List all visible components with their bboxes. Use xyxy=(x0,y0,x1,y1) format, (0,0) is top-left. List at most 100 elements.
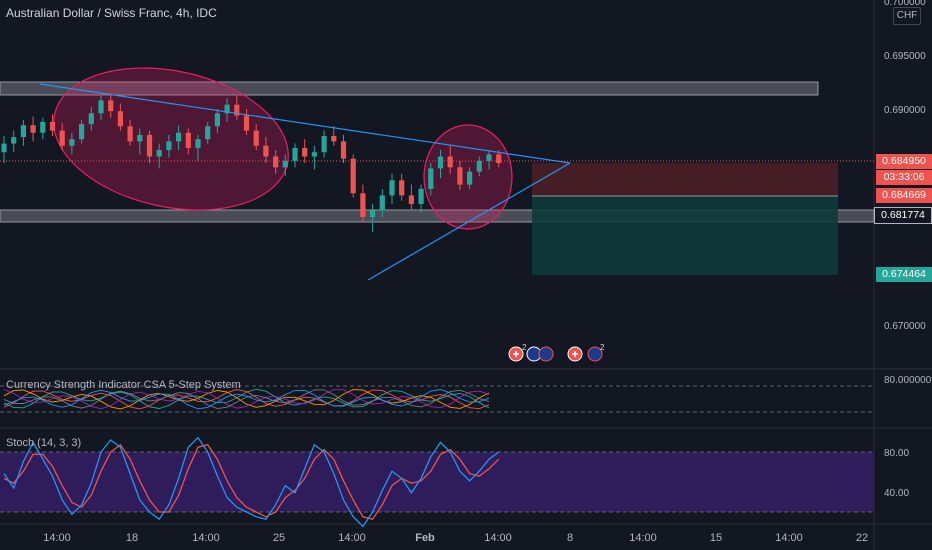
candle-body xyxy=(156,150,162,157)
event-count-1: 2 xyxy=(522,343,527,352)
stop-price-tag: 0.684669 xyxy=(876,188,932,203)
time-tick-label: 14:00 xyxy=(629,532,657,544)
lower-trendline[interactable] xyxy=(367,162,571,281)
take-profit-zone[interactable] xyxy=(532,196,838,275)
candle-body xyxy=(418,188,424,205)
candle-body xyxy=(302,147,308,157)
candle-body xyxy=(370,210,376,217)
candle-body xyxy=(30,125,36,133)
candle-body xyxy=(467,171,473,185)
time-axis[interactable]: 14:00 18 14:00 25 14:00 Feb 14:00 8 14:00 15 14:00… xyxy=(43,532,868,544)
csa-series-line xyxy=(3,388,490,409)
time-tick-label: 15 xyxy=(710,532,722,544)
stoch-indicator-label[interactable]: Stoch (14, 3, 3) xyxy=(6,437,82,449)
candle-body xyxy=(457,167,463,185)
time-tick-label: 22 xyxy=(856,532,868,544)
candle-body xyxy=(166,141,172,151)
candle-body xyxy=(11,137,17,144)
candle-body xyxy=(253,130,259,146)
time-tick-label: 14:00 xyxy=(43,532,71,544)
candle-body xyxy=(476,160,482,172)
csa-tick-80: 80.000000 xyxy=(884,375,932,386)
price-tick-label: 0.695000 xyxy=(884,51,926,62)
price-tick-label: 0.700000 xyxy=(884,0,926,8)
candle-body xyxy=(146,134,153,157)
csa-lines xyxy=(3,388,490,410)
candle-body xyxy=(243,115,250,131)
swiss-cross-icon xyxy=(513,351,519,357)
candle-body xyxy=(486,154,492,161)
candle-body xyxy=(292,147,298,161)
economic-events[interactable]: 2 2 xyxy=(508,343,605,362)
price-tick-label: 0.690000 xyxy=(884,105,926,116)
time-tick-label: Feb xyxy=(415,532,435,544)
price-axis[interactable]: 0.700000 0.695000 0.690000 0.670000 xyxy=(884,0,926,332)
time-tick-label: 14:00 xyxy=(775,532,803,544)
symbol-title[interactable]: Australian Dollar / Swiss Franc, 4h, IDC xyxy=(6,6,217,20)
candle-body xyxy=(379,195,385,211)
currency-badge[interactable]: CHF xyxy=(893,7,921,25)
candle-body xyxy=(59,130,65,146)
candle-body xyxy=(40,121,46,133)
csa-series-line xyxy=(3,389,490,410)
candle-body xyxy=(117,111,123,127)
candle-body xyxy=(408,195,414,205)
csa-series-line xyxy=(3,389,490,410)
candle-body xyxy=(79,124,85,140)
stop-loss-zone[interactable] xyxy=(532,163,838,196)
candle-body xyxy=(176,132,182,142)
candle-body xyxy=(321,136,327,153)
candle-body xyxy=(263,145,269,157)
candle-body xyxy=(340,141,347,159)
candle-body xyxy=(447,156,453,168)
stoch-d-line xyxy=(3,443,500,520)
candle-body xyxy=(127,126,133,142)
candle-body xyxy=(49,121,56,131)
candle-body xyxy=(273,156,279,168)
current-price-tag: 0.684950 xyxy=(876,154,932,169)
time-tick-label: 18 xyxy=(126,532,138,544)
candle-body xyxy=(20,125,26,138)
candle-body xyxy=(214,113,220,127)
upper-trendline[interactable] xyxy=(39,83,571,164)
candle-body xyxy=(350,158,356,194)
candle-body xyxy=(399,180,405,196)
csa-series-line xyxy=(3,389,490,410)
candle-body xyxy=(311,152,317,157)
stoch-tick-40: 40.00 xyxy=(884,488,909,499)
candle-body xyxy=(98,100,104,114)
candles-group xyxy=(1,92,502,233)
candle-body xyxy=(234,104,240,116)
candle-body xyxy=(437,156,444,169)
swiss-cross-icon-2 xyxy=(572,351,578,357)
price-tick-label: 0.670000 xyxy=(884,321,926,332)
candle-body xyxy=(195,139,201,148)
candle-body xyxy=(428,168,434,189)
candle-body xyxy=(69,139,75,146)
target-price-tag: 0.674464 xyxy=(876,267,932,282)
australia-flag-icon-2[interactable] xyxy=(538,346,554,362)
support-price-tag: 0.681774 xyxy=(874,207,932,224)
stoch-k-line xyxy=(3,436,500,528)
candle-body xyxy=(1,143,7,153)
candle-body xyxy=(108,100,114,112)
time-tick-label: 14:00 xyxy=(338,532,366,544)
time-tick-label: 14:00 xyxy=(484,532,512,544)
candle-body xyxy=(185,132,191,148)
candle-body xyxy=(496,154,502,163)
candle-body xyxy=(224,104,230,114)
time-tick-label: 8 xyxy=(567,532,573,544)
event-count-2: 2 xyxy=(600,343,605,352)
csa-indicator-label[interactable]: Currency Strength Indicator CSA 5-Step S… xyxy=(6,379,241,391)
candle-body xyxy=(360,193,366,217)
stoch-tick-80: 80.00 xyxy=(884,448,909,459)
resistance-zone[interactable] xyxy=(0,81,819,96)
australia-flag-icon-3[interactable] xyxy=(587,346,603,362)
stoch-band xyxy=(0,452,874,512)
candle-body xyxy=(205,126,211,140)
time-tick-label: 25 xyxy=(273,532,285,544)
candle-body xyxy=(88,113,94,125)
candle-body xyxy=(331,136,337,142)
candle-body xyxy=(282,160,288,168)
